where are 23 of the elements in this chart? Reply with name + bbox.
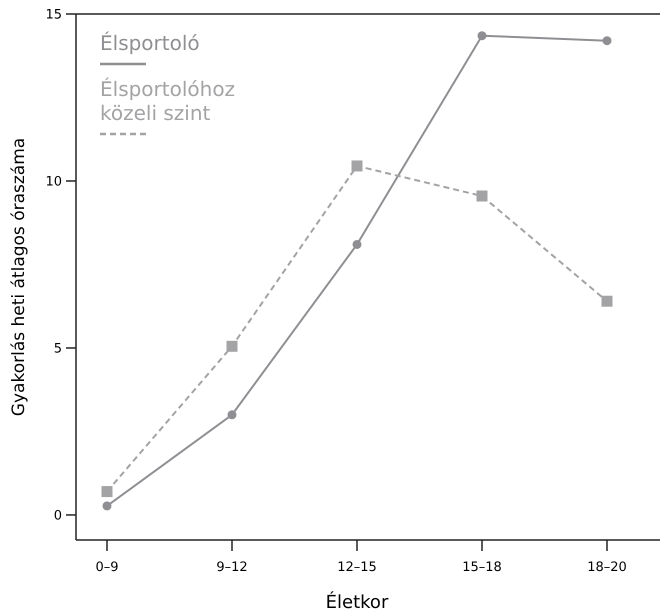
- y-tick-label: 5: [54, 342, 62, 357]
- text: Élsportolóhoz közeli szint: [100, 77, 236, 125]
- x-tick-label: 15–18: [462, 560, 502, 575]
- point: [226, 340, 238, 352]
- point: [228, 410, 236, 420]
- x-tick-label: 0–9: [95, 560, 119, 575]
- x-tick-label: 9–12: [216, 560, 248, 575]
- text: Élsportoló: [100, 31, 200, 55]
- point: [102, 486, 112, 498]
- x-tick-label: 18–20: [587, 560, 627, 575]
- y-tick-label: 10: [45, 174, 62, 190]
- point: [352, 160, 362, 172]
- y-tick-label: 0: [54, 508, 62, 524]
- y-axis-title: Gyakorlás heti átlagos óraszáma: [9, 138, 29, 416]
- y-tick-label: 15: [45, 8, 62, 23]
- point: [102, 501, 112, 510]
- x-axis-title: Életkor: [326, 591, 389, 613]
- point: [602, 296, 612, 307]
- point: [602, 36, 612, 46]
- point: [476, 190, 488, 202]
- point: [478, 31, 486, 40]
- x-tick-label: 12–15: [337, 560, 377, 575]
- point: [352, 240, 362, 249]
